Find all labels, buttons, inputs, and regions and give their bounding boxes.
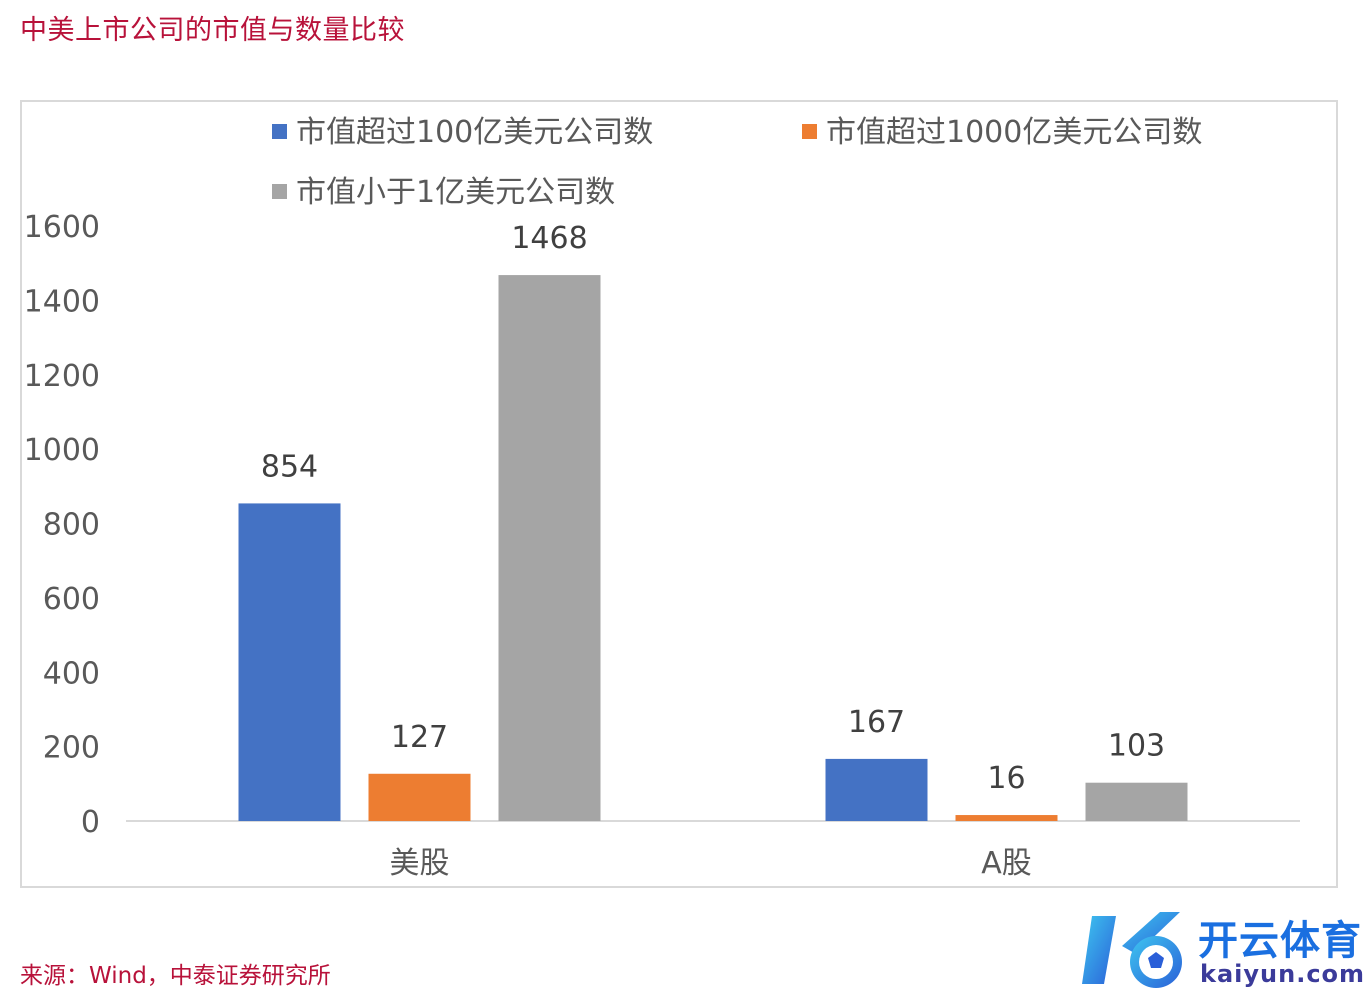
y-tick-label: 1400 bbox=[24, 284, 100, 319]
bar-1-1 bbox=[238, 503, 341, 821]
logo-subtitle: kaiyun.com bbox=[1200, 960, 1366, 988]
logo-mark-icon bbox=[1082, 912, 1182, 988]
y-tick-label: 800 bbox=[43, 508, 100, 543]
bar-2-2 bbox=[955, 815, 1058, 821]
legend-swatch-2 bbox=[802, 124, 817, 139]
chart-frame: 市值超过100亿美元公司数 市值超过1000亿美元公司数市值小于1亿美元公司数 0 2… bbox=[20, 100, 1338, 888]
legend-label-2: 市值超过1000亿美元公司数 bbox=[826, 115, 1202, 150]
data-label: 127 bbox=[391, 720, 448, 755]
legend-label-1: 市值超过100亿美元公司数 bbox=[296, 115, 653, 150]
legend-swatch-1 bbox=[272, 124, 287, 139]
y-tick-label: 200 bbox=[43, 731, 100, 766]
bar-1-3 bbox=[498, 275, 601, 821]
data-label: 16 bbox=[987, 761, 1025, 796]
brand-logo: 开云体育 kaiyun.com bbox=[1082, 906, 1366, 996]
y-tick-label: 1000 bbox=[24, 433, 100, 468]
y-tick-label: 0 bbox=[81, 805, 100, 840]
legend-label-3: 市值小于1亿美元公司数 bbox=[296, 175, 615, 210]
y-tick-label: 1200 bbox=[24, 359, 100, 394]
y-tick-label: 1600 bbox=[24, 210, 100, 245]
page-title: 中美上市公司的市值与数量比较 bbox=[20, 15, 405, 46]
legend-swatch-3 bbox=[272, 184, 287, 199]
x-category-label: A股 bbox=[981, 846, 1032, 881]
bar-2-3 bbox=[1085, 782, 1188, 821]
bar-2-1 bbox=[825, 758, 928, 821]
y-tick-label: 400 bbox=[43, 656, 100, 691]
data-label: 854 bbox=[261, 449, 318, 484]
logo-title: 开云体育 bbox=[1198, 918, 1362, 964]
bar-1-2 bbox=[368, 773, 471, 821]
data-label: 103 bbox=[1108, 729, 1165, 764]
y-tick-label: 600 bbox=[43, 582, 100, 617]
data-label: 167 bbox=[848, 705, 905, 740]
data-label: 1468 bbox=[511, 221, 587, 256]
x-category-label: 美股 bbox=[390, 846, 450, 881]
source-note: 来源：Wind，中泰证券研究所 bbox=[20, 963, 331, 989]
